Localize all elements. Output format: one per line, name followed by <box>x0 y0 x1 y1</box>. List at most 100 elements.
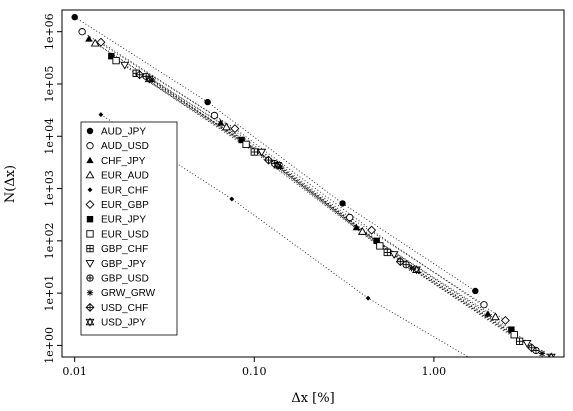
x-axis-title: Δx [%] <box>291 391 334 406</box>
point-eur-aud-3 <box>490 312 500 321</box>
legend-label: GBP_CHF <box>101 244 148 255</box>
point-usd-jpy-2 <box>412 265 421 275</box>
point-gbp-usd-2 <box>402 261 410 269</box>
point-eur-jpy-2 <box>373 237 380 245</box>
series-line-gbp-chf <box>135 72 520 342</box>
point-usd-chf-2 <box>395 257 405 267</box>
point-usd-chf-0 <box>135 70 145 80</box>
y-tick-label: 1e+03 <box>43 170 56 207</box>
series-line-gbp-jpy <box>124 64 528 344</box>
point-eur-gbp-0 <box>96 37 106 47</box>
point-gbp-jpy-0 <box>120 61 130 70</box>
legend-marker-gbp-chf <box>86 244 94 253</box>
point-eur-chf-3 <box>500 374 505 379</box>
legend-label: GRW_GRW <box>101 288 156 299</box>
point-usd-chf-1 <box>264 155 273 165</box>
point-gbp-chf-3 <box>515 337 524 345</box>
series-line-eur-chf <box>100 114 470 357</box>
point-aud-usd-2 <box>346 213 354 222</box>
point-usd-jpy-0 <box>144 74 154 84</box>
legend-label: USD_CHF <box>101 303 148 314</box>
point-usd-chf-3 <box>527 343 537 353</box>
point-eur-usd-1 <box>242 140 250 149</box>
series-line-eur-usd <box>115 60 515 336</box>
legend-marker-eur-aud <box>85 170 95 179</box>
legend-marker-eur-usd <box>86 230 94 238</box>
legend-label: EUR_JPY <box>101 215 146 226</box>
dotted-reference-lines <box>74 16 552 357</box>
point-eur-chf-1 <box>229 196 235 202</box>
point-gbp-jpy-3 <box>522 340 532 348</box>
point-gbp-chf-2 <box>383 248 391 257</box>
legend-label: EUR_AUD <box>101 171 149 182</box>
point-aud-usd-0 <box>78 28 86 36</box>
point-eur-usd-3 <box>510 331 518 339</box>
point-aud-jpy-1 <box>204 98 211 106</box>
point-eur-aud-2 <box>357 227 367 235</box>
legend-marker-aud-jpy <box>86 127 94 135</box>
point-eur-gbp-2 <box>367 225 377 235</box>
y-tick-label: 1e+05 <box>43 66 56 103</box>
legend-marker-usd-jpy <box>85 317 95 327</box>
point-eur-chf-0 <box>98 112 104 117</box>
legend-label: USD_JPY <box>101 318 146 329</box>
point-eur-jpy-3 <box>508 326 515 333</box>
point-chf-jpy-1 <box>217 119 225 126</box>
legend-label: GBP_USD <box>101 274 149 285</box>
y-axis-title: N(Δx) <box>3 165 18 203</box>
legend-marker-aud-usd <box>86 142 94 150</box>
legend-box <box>80 121 178 336</box>
y-tick-label: 1e+04 <box>43 118 56 155</box>
legend-marker-usd-chf <box>85 302 95 312</box>
point-eur-aud-0 <box>90 38 100 47</box>
legend-marker-gbp-jpy <box>85 260 95 268</box>
series-line-grw-grw <box>151 79 543 354</box>
y-tick-label: 1e+02 <box>43 222 56 259</box>
legend-label: GBP_JPY <box>101 259 146 270</box>
x-tick-label: 0.01 <box>62 365 87 378</box>
point-eur-gbp-3 <box>500 315 510 325</box>
legend-label: AUD_USD <box>101 141 149 152</box>
series-line-eur-gbp <box>100 41 506 321</box>
plot-area-frame <box>61 9 565 358</box>
y-tick-label: 1e+06 <box>43 13 56 50</box>
legend-label: EUR_USD <box>101 229 149 240</box>
point-gbp-jpy-2 <box>389 251 399 259</box>
point-eur-jpy-0 <box>108 52 115 60</box>
legend-marker-eur-jpy <box>86 216 94 223</box>
legend-label: EUR_GBP <box>101 200 149 211</box>
series-line-usd-chf <box>139 74 532 349</box>
y-axis: 1e+00 1e+01 1e+02 1e+03 1e+04 1e+05 1e+06 <box>43 13 62 364</box>
legend-marker-grw-grw <box>86 289 94 296</box>
point-eur-usd-0 <box>112 56 120 65</box>
point-gbp-jpy-1 <box>257 148 267 157</box>
point-grw-grw-3 <box>538 350 546 357</box>
data-markers <box>71 13 556 379</box>
point-eur-usd-2 <box>376 242 384 250</box>
point-eur-chf-2 <box>365 295 371 301</box>
y-tick-label: 1e+01 <box>43 275 56 312</box>
x-tick-label: 0.10 <box>242 365 267 378</box>
series-line-usd-jpy <box>148 78 552 357</box>
point-aud-jpy-2 <box>339 200 346 207</box>
point-aud-usd-3 <box>480 301 488 309</box>
legend-marker-eur-gbp <box>85 200 95 209</box>
x-tick-label: 1.00 <box>422 365 447 378</box>
point-chf-jpy-0 <box>85 35 93 42</box>
point-usd-jpy-1 <box>273 160 283 170</box>
point-chf-jpy-2 <box>352 223 361 231</box>
legend-marker-chf-jpy <box>86 156 94 164</box>
legend-label: AUD_JPY <box>101 127 146 138</box>
x-axis: 0.01 0.10 1.00 <box>62 357 446 378</box>
point-aud-usd-1 <box>210 111 219 120</box>
point-chf-jpy-3 <box>484 310 492 317</box>
point-aud-jpy-0 <box>71 13 78 21</box>
legend-label: EUR_CHF <box>101 185 148 196</box>
point-eur-aud-1 <box>222 122 231 131</box>
point-eur-gbp-1 <box>230 124 240 134</box>
point-eur-jpy-1 <box>238 136 245 144</box>
point-aud-jpy-3 <box>472 287 479 295</box>
legend-label: CHF_JPY <box>101 156 146 167</box>
y-tick-label: 1e+00 <box>43 327 56 364</box>
legend-marker-eur-chf <box>87 187 93 193</box>
